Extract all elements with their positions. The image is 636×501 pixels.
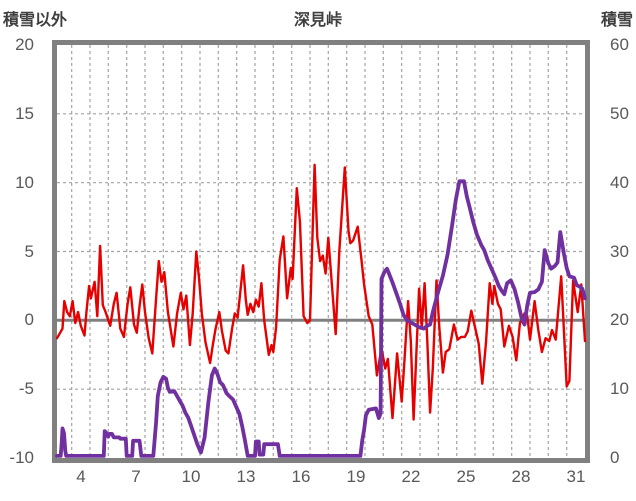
left-axis-tick-label: 20 — [15, 35, 34, 54]
right-axis-tick-label: 40 — [610, 173, 629, 192]
red-left-axis-series — [55, 163, 587, 421]
x-axis-tick-label: 7 — [131, 467, 141, 486]
x-axis-tick-label: 28 — [511, 467, 531, 486]
right-axis-tick-label: 50 — [610, 104, 629, 123]
left-axis-tick-label: 15 — [15, 104, 34, 123]
purple-right-axis-series — [55, 179, 587, 458]
x-axis-tick-label: 4 — [76, 467, 86, 486]
left-axis-title: 積雪以外 — [3, 12, 68, 29]
right-axis-tick-label: 0 — [610, 448, 620, 467]
left-axis-tick-label: 10 — [15, 173, 34, 192]
right-axis-tick-label: 30 — [610, 242, 629, 261]
x-axis-tick-label: 19 — [346, 467, 366, 486]
x-axis-tick-label: 25 — [456, 467, 476, 486]
x-axis-tick-label: 22 — [401, 467, 421, 486]
left-axis-tick-label: -5 — [18, 379, 34, 398]
right-axis-tick-label: 60 — [610, 35, 629, 54]
left-axis-tick-label: 0 — [24, 310, 34, 329]
right-axis-tick-label: 10 — [610, 379, 629, 398]
page-title: 深見峠 — [293, 12, 342, 29]
right-axis-title: 積雪 — [600, 12, 633, 29]
x-axis-tick-label: 31 — [566, 467, 586, 486]
x-axis-tick-label: 10 — [181, 467, 201, 486]
x-axis-tick-label: 13 — [236, 467, 256, 486]
left-axis-tick-label: -10 — [9, 448, 34, 467]
right-axis-tick-label: 20 — [610, 310, 629, 329]
left-axis-tick-label: 5 — [24, 242, 34, 261]
x-axis-tick-label: 16 — [291, 467, 311, 486]
